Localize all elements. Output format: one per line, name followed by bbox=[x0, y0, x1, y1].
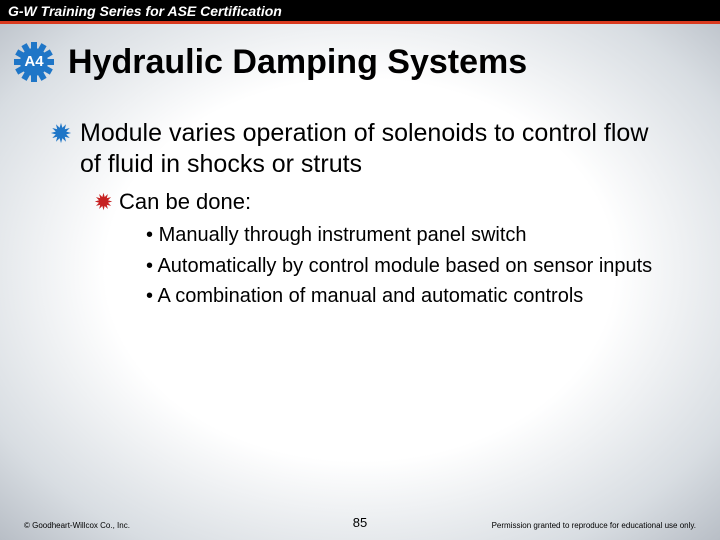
topbar: G-W Training Series for ASE Certificatio… bbox=[0, 0, 720, 24]
module-badge-label: A4 bbox=[24, 53, 43, 70]
footer-permission: Permission granted to reproduce for educ… bbox=[492, 521, 696, 530]
topbar-brand: G-W Training Series for ASE Certificatio… bbox=[8, 3, 282, 19]
slide: G-W Training Series for ASE Certificatio… bbox=[0, 0, 720, 540]
module-badge: A4 bbox=[14, 42, 54, 82]
burst-icon bbox=[50, 122, 72, 144]
bullet-lvl1: Module varies operation of solenoids to … bbox=[50, 118, 670, 179]
slide-title: Hydraulic Damping Systems bbox=[68, 43, 527, 82]
footer-copyright: © Goodheart-Willcox Co., Inc. bbox=[24, 521, 130, 530]
bullet-lvl3: Automatically by control module based on… bbox=[146, 254, 670, 278]
bullet-lvl3: A combination of manual and automatic co… bbox=[146, 284, 670, 308]
bullet-lvl2-text: Can be done: bbox=[119, 189, 251, 215]
burst-icon bbox=[94, 192, 113, 211]
bullet-lvl2: Can be done: bbox=[94, 189, 670, 215]
bullet-lvl1-text: Module varies operation of solenoids to … bbox=[80, 118, 670, 179]
bullet-lvl3: Manually through instrument panel switch bbox=[146, 223, 670, 247]
header-row: A4 Hydraulic Damping Systems bbox=[0, 24, 720, 88]
footer-page-number: 85 bbox=[353, 515, 367, 530]
content-area: Module varies operation of solenoids to … bbox=[0, 88, 720, 309]
footer: © Goodheart-Willcox Co., Inc. 85 Permiss… bbox=[0, 521, 720, 530]
